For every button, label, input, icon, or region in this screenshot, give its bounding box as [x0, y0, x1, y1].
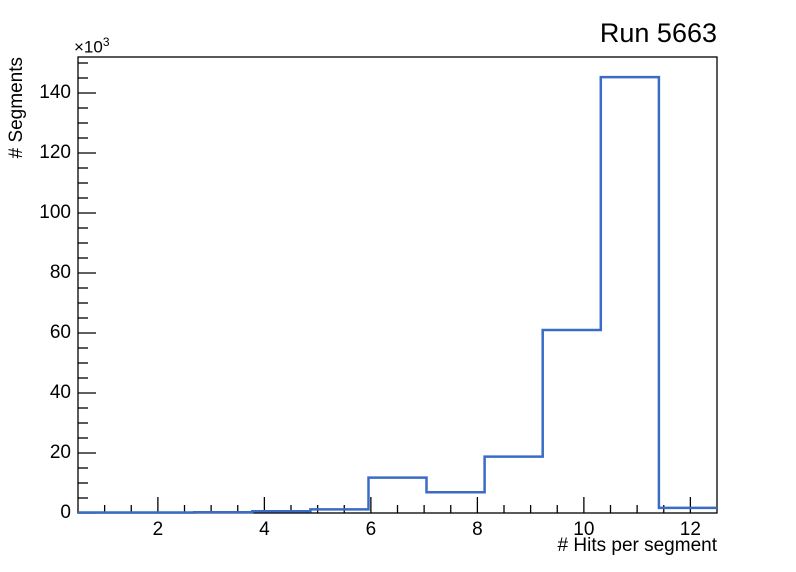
y-tick-label: 100 — [39, 202, 71, 223]
histogram-step-line — [78, 75, 717, 514]
x-tick-label: 10 — [573, 519, 595, 540]
y-tick-label: 120 — [39, 142, 71, 163]
x-tick-label: 4 — [259, 519, 270, 540]
y-axis-exponent: ×103 — [74, 35, 110, 58]
x-tick-label: 6 — [365, 519, 377, 540]
x-tick-label: 12 — [679, 519, 701, 540]
x-tick-label: 2 — [152, 519, 164, 540]
x-tick-label: 8 — [472, 519, 483, 540]
y-axis-exponent-power: 3 — [102, 35, 110, 49]
y-axis-exponent-base: ×10 — [74, 37, 103, 57]
y-tick-label: 0 — [60, 502, 71, 523]
x-axis-title: # Hits per segment — [557, 535, 717, 556]
y-tick-label: 140 — [39, 82, 71, 103]
y-tick-label: 80 — [49, 262, 71, 283]
plot-frame — [77, 56, 718, 514]
y-tick-label: 40 — [49, 382, 71, 403]
y-tick-label: 60 — [49, 322, 71, 343]
y-tick-label: 20 — [49, 442, 71, 463]
plot-title: Run 5663 — [599, 18, 717, 48]
